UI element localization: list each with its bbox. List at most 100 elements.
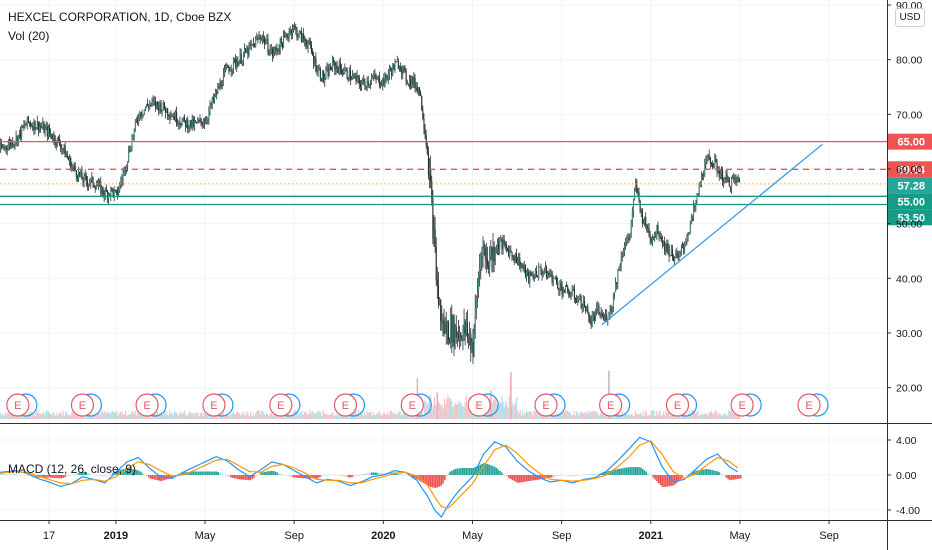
earnings-marker[interactable]: E	[202, 393, 234, 417]
macd-histogram-bar	[650, 475, 653, 476]
candle-body	[732, 177, 734, 179]
candle-body	[501, 239, 503, 249]
candle-body	[716, 162, 718, 172]
candle-body	[381, 85, 383, 87]
earnings-marker[interactable]: E	[599, 393, 631, 417]
volume-bar	[330, 413, 333, 419]
trend-line[interactable]	[601, 143, 823, 326]
earnings-marker[interactable]: E	[269, 393, 301, 417]
candle-body	[358, 78, 360, 84]
volume-bar	[606, 415, 608, 419]
earnings-marker-circle	[333, 393, 358, 417]
candle-body	[313, 55, 315, 64]
earnings-marker[interactable]: E	[6, 393, 38, 417]
volume-bar	[720, 415, 722, 419]
volume-bar	[235, 413, 237, 419]
macd-label[interactable]: MACD (12, 26, close, 9)	[8, 462, 137, 476]
volume-bar	[147, 415, 149, 419]
volume-bar	[556, 414, 558, 419]
candle-body	[450, 315, 452, 342]
candle-body	[14, 142, 16, 145]
volume-bar	[543, 414, 545, 419]
volume-bar	[57, 415, 59, 419]
volume-bar	[42, 411, 45, 419]
candle-body	[32, 125, 34, 130]
candle-body	[698, 184, 700, 195]
currency-button[interactable]: USD	[895, 8, 925, 27]
volume-bar	[506, 403, 508, 419]
candle-body	[671, 249, 674, 257]
macd-histogram-bar	[613, 469, 615, 475]
earnings-marker[interactable]: E	[730, 393, 762, 417]
candle-body	[599, 314, 601, 316]
volume-bar	[525, 410, 528, 419]
earnings-marker[interactable]: E	[797, 393, 829, 417]
macd-tick-label: -4.00	[896, 505, 920, 517]
macd-histogram-bar	[506, 475, 508, 477]
candle-body	[404, 67, 406, 71]
earnings-marker[interactable]: E	[467, 393, 499, 417]
candle-body	[119, 183, 121, 191]
level-badge-53.50	[888, 209, 932, 226]
volume-bar	[391, 411, 393, 419]
earnings-marker[interactable]: E	[400, 393, 432, 417]
candle-body	[336, 65, 338, 69]
macd-histogram-bar	[28, 475, 31, 477]
macd-histogram-bar	[641, 468, 644, 475]
candle-body	[164, 109, 167, 113]
macd-histogram-bar	[41, 475, 43, 478]
candle-body	[242, 53, 245, 62]
volume-label[interactable]: Vol (20)	[8, 29, 50, 43]
candle-body	[338, 62, 340, 73]
candle-body	[637, 192, 639, 194]
volume-bar	[306, 413, 308, 419]
candle-body	[334, 62, 336, 70]
volume-bar	[201, 412, 203, 419]
candle-body	[693, 205, 695, 216]
volume-bar	[579, 411, 581, 419]
candle-body	[212, 97, 214, 101]
candle-body	[89, 183, 91, 184]
volume-bar	[225, 415, 227, 419]
earnings-marker[interactable]: E	[135, 393, 167, 417]
candle-body	[591, 316, 593, 326]
earnings-marker-label: E	[805, 400, 812, 412]
volume-bar	[527, 412, 529, 419]
candle-body	[18, 130, 21, 135]
macd-histogram-bar	[640, 467, 642, 475]
earnings-marker-circle	[269, 393, 293, 417]
volume-bar	[592, 411, 594, 419]
volume-bar	[725, 415, 727, 419]
volume-bar	[262, 410, 264, 419]
candle-body	[474, 308, 476, 334]
volume-bar	[546, 414, 548, 419]
trend-line-group[interactable]	[601, 143, 823, 326]
candle-body	[593, 316, 596, 320]
macd-histogram-bar	[595, 474, 598, 475]
candle-body	[558, 288, 560, 291]
volume-bar	[524, 412, 526, 419]
candle-body	[650, 238, 652, 243]
candle-body	[395, 61, 397, 63]
volume-bar	[712, 413, 714, 419]
candle-body	[620, 256, 622, 268]
time-tick-label: 2021	[639, 530, 663, 542]
candle-body	[559, 283, 561, 291]
time-tick-label: Sep	[284, 530, 304, 542]
candle-body	[79, 171, 81, 176]
macd-histogram-bar	[673, 475, 676, 485]
candle-body	[366, 80, 368, 88]
candle-body	[417, 87, 419, 93]
earnings-marker[interactable]: E	[333, 393, 366, 417]
earnings-marker[interactable]: E	[665, 393, 698, 417]
volume-bar	[420, 410, 422, 419]
symbol-title[interactable]: HEXCEL CORPORATION, 1D, Cboe BZX	[8, 10, 232, 24]
candle-body	[697, 193, 699, 195]
volume-bar	[508, 396, 510, 419]
candle-body	[210, 104, 212, 106]
earnings-marker[interactable]: E	[70, 393, 103, 417]
earnings-marker[interactable]: E	[534, 393, 566, 417]
